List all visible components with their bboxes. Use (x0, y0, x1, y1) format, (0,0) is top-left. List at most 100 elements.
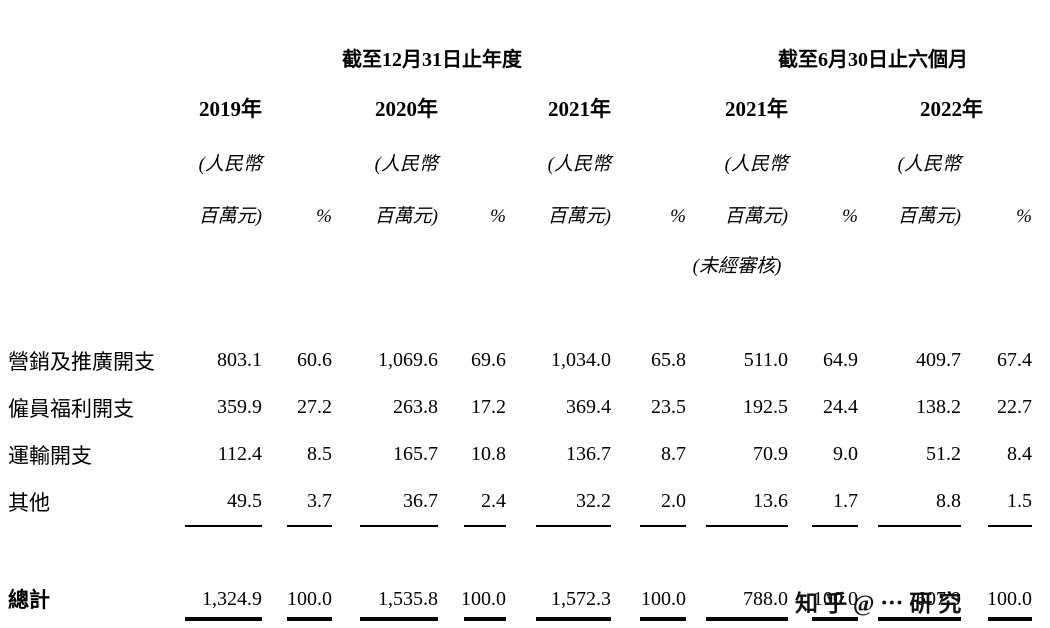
unaudited-note: (未經審核) (692, 256, 782, 277)
rule-cell (506, 617, 611, 628)
single-rule (360, 525, 438, 527)
percent-label: % (1016, 206, 1032, 227)
empty-cell (611, 128, 686, 181)
total-value: 788.0 (743, 587, 788, 610)
empty-cell (0, 181, 178, 233)
cell-value: 8.5 (307, 443, 332, 465)
table-row-transportation: 運輸開支 112.4 8.5 165.7 10.8 136.7 8.7 70.9… (0, 431, 1032, 478)
rule-cell (961, 617, 1032, 628)
rule-cell (262, 525, 332, 535)
cell-value: 359.9 (217, 396, 262, 418)
year-label-2021-interim: 2021年 (725, 97, 788, 121)
empty-cell (0, 78, 178, 128)
row-label: 其他 (8, 490, 50, 515)
empty-cell (961, 128, 1032, 181)
empty-cell (788, 233, 1032, 283)
row-label: 僱員福利開支 (8, 396, 134, 421)
single-rule (536, 525, 611, 527)
unit-label-line1: (人民幣 (724, 154, 788, 175)
cell-value: 27.2 (297, 396, 332, 418)
unit-label-line2: 百萬元) (374, 206, 438, 227)
cell-value: 112.4 (217, 443, 262, 465)
cell-value: 60.6 (297, 349, 332, 371)
cell-value: 136.7 (566, 443, 611, 465)
cell-value: 263.8 (393, 396, 438, 418)
cell-value: 2.4 (481, 490, 506, 512)
single-rule (706, 525, 788, 527)
double-rule (185, 617, 262, 628)
rule-cell (686, 617, 788, 628)
rule-cell (438, 525, 506, 535)
total-value: 1,535.8 (378, 587, 438, 610)
rule-cell (332, 617, 438, 628)
cell-value: 10.8 (471, 443, 506, 465)
cell-value: 17.2 (471, 396, 506, 418)
single-rule-row (0, 525, 1032, 535)
watermark: 知乎@⋯研究 (795, 591, 968, 616)
year-label-2020: 2020年 (375, 97, 438, 121)
double-rule (812, 617, 858, 628)
unit-label-line2: 百萬元) (897, 206, 961, 227)
cell-value: 51.2 (926, 443, 961, 465)
row-label: 運輸開支 (8, 443, 92, 468)
single-rule (464, 525, 506, 527)
double-rule (706, 617, 788, 628)
single-rule (287, 525, 332, 527)
table-row-employee-benefits: 僱員福利開支 359.9 27.2 263.8 17.2 369.4 23.5 … (0, 384, 1032, 431)
single-rule (812, 525, 858, 527)
cell-value: 1.7 (833, 490, 858, 512)
empty-cell (438, 128, 506, 181)
double-rule (878, 617, 961, 628)
period-header-row: 截至12月31日止年度 截至6月30日止六個月 (0, 0, 1032, 78)
table-row-total: 總計 1,324.9 100.0 1,535.8 100.0 1,572.3 1… (0, 581, 1032, 617)
double-rule (640, 617, 686, 628)
cell-value: 23.5 (651, 396, 686, 418)
cell-value: 69.6 (471, 349, 506, 371)
cell-value: 511.0 (743, 349, 788, 371)
year-label-2022-interim: 2022年 (920, 97, 983, 121)
cell-value: 1,069.6 (378, 349, 438, 371)
empty-cell (262, 78, 332, 128)
cell-value: 67.4 (997, 349, 1032, 371)
cell-value: 9.0 (833, 443, 858, 465)
cell-value: 138.2 (916, 396, 961, 418)
empty-cell (0, 617, 178, 628)
cell-value: 64.9 (823, 349, 858, 371)
unit-header-row-1: (人民幣 (人民幣 (人民幣 (人民幣 (人民幣 (0, 128, 1032, 181)
year-label-2021: 2021年 (548, 97, 611, 121)
total-value: 1,572.3 (551, 587, 611, 610)
cell-value: 70.9 (753, 443, 788, 465)
total-value: 607.9 (916, 587, 961, 610)
cell-value: 409.7 (916, 349, 961, 371)
unit-label-line1: (人民幣 (374, 154, 438, 175)
percent-label: % (670, 206, 686, 227)
cell-value: 369.4 (566, 396, 611, 418)
rule-cell (332, 525, 438, 535)
total-value: 1,324.9 (202, 587, 262, 610)
empty-cell (0, 0, 178, 78)
total-value: 100.0 (287, 587, 332, 610)
cell-value: 8.7 (661, 443, 686, 465)
unit-label-line2: 百萬元) (198, 206, 262, 227)
table-row-others: 其他 49.5 3.7 36.7 2.4 32.2 2.0 13.6 1.7 8… (0, 478, 1032, 525)
unit-header-row-2: 百萬元) % 百萬元) % 百萬元) % 百萬元) % 百萬元) % (0, 181, 1032, 233)
rule-cell (788, 617, 858, 628)
cell-value: 65.8 (651, 349, 686, 371)
rule-cell (788, 525, 858, 535)
row-label: 營銷及推廣開支 (8, 349, 155, 374)
unaudited-note-row: (未經審核) (0, 233, 1032, 283)
rule-cell (178, 617, 262, 628)
cell-value: 1.5 (1007, 490, 1032, 512)
cell-value: 13.6 (753, 490, 788, 512)
total-label: 總計 (8, 588, 50, 612)
rule-cell (438, 617, 506, 628)
rule-cell (858, 525, 961, 535)
cell-value: 165.7 (393, 443, 438, 465)
unit-label-line2: 百萬元) (724, 206, 788, 227)
empty-cell (611, 78, 686, 128)
empty-cell (0, 535, 1032, 581)
cell-value: 32.2 (576, 490, 611, 512)
cell-value: 2.0 (661, 490, 686, 512)
cell-value: 8.8 (936, 490, 961, 512)
